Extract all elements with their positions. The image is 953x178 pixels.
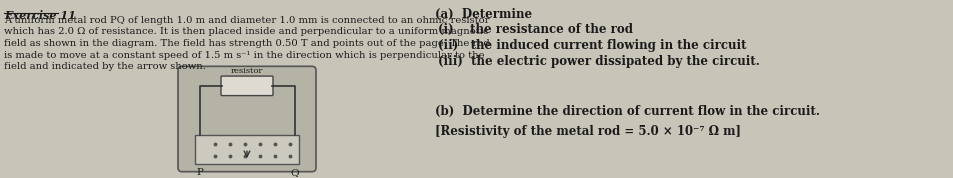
Text: is made to move at a constant speed of 1.5 m s⁻¹ in the direction which is perpe: is made to move at a constant speed of 1… xyxy=(4,51,484,60)
Text: (iii)  the electric power dissipated by the circuit.: (iii) the electric power dissipated by t… xyxy=(437,55,760,68)
Text: (i)    the resistance of the rod: (i) the resistance of the rod xyxy=(437,23,633,36)
Text: Exercise 11: Exercise 11 xyxy=(4,10,76,21)
FancyBboxPatch shape xyxy=(221,76,273,96)
Text: field as shown in the diagram. The field has strength 0.50 T and points out of t: field as shown in the diagram. The field… xyxy=(4,39,489,48)
Text: (ii)   the induced current flowing in the circuit: (ii) the induced current flowing in the … xyxy=(437,39,745,52)
Text: (a)  Determine: (a) Determine xyxy=(435,8,532,21)
Text: P: P xyxy=(196,168,203,177)
Bar xyxy=(194,135,298,164)
Text: which has 2.0 Ω of resistance. It is then placed inside and perpendicular to a u: which has 2.0 Ω of resistance. It is the… xyxy=(4,27,488,36)
Text: (b)  Determine the direction of current flow in the circuit.: (b) Determine the direction of current f… xyxy=(435,105,820,118)
Text: [Resistivity of the metal rod = 5.0 × 10⁻⁷ Ω m]: [Resistivity of the metal rod = 5.0 × 10… xyxy=(435,125,740,138)
Text: Q: Q xyxy=(291,168,299,177)
Text: A uniform metal rod PQ of length 1.0 m and diameter 1.0 mm is connected to an oh: A uniform metal rod PQ of length 1.0 m a… xyxy=(4,16,489,25)
Text: resistor: resistor xyxy=(231,67,263,75)
FancyBboxPatch shape xyxy=(178,66,315,172)
Text: field and indicated by the arrow shown.: field and indicated by the arrow shown. xyxy=(4,62,206,71)
